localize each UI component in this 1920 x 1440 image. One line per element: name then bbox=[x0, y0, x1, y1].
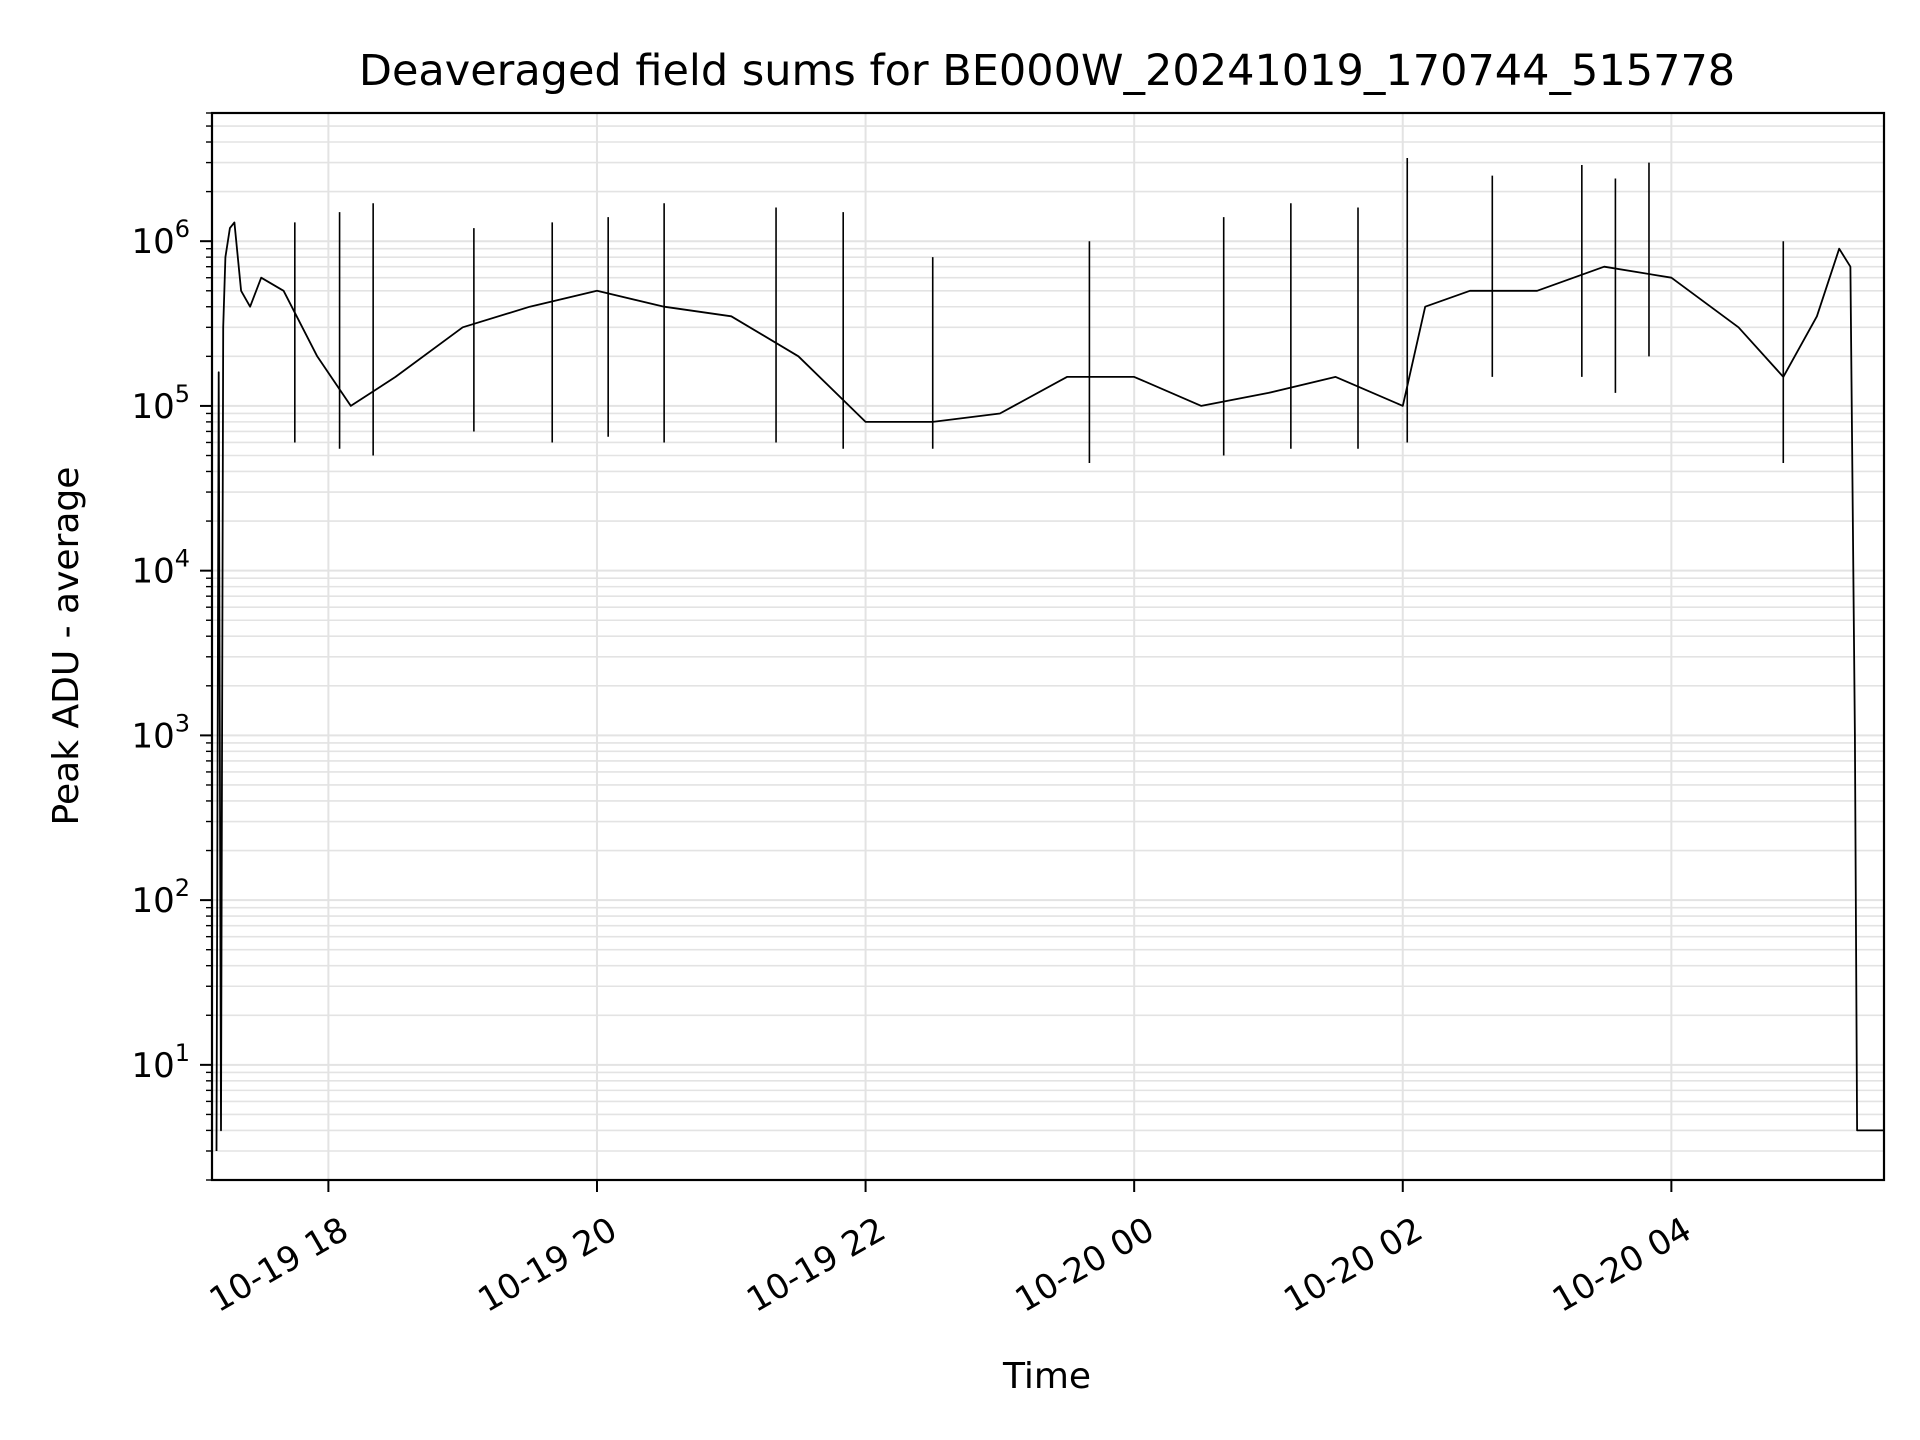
y-axis-ticks: 101 102 103 104 105 106 bbox=[131, 112, 212, 1181]
chart-title: Deaveraged field sums for BE000W_2024101… bbox=[359, 46, 1735, 96]
series-line bbox=[215, 221, 1884, 1152]
y-axis-label: Peak ADU - average bbox=[46, 467, 87, 826]
y-tick-label: 104 bbox=[131, 545, 190, 592]
axes bbox=[210, 111, 1886, 1182]
x-axis-label: Time bbox=[1002, 1356, 1091, 1397]
y-tick-label: 105 bbox=[131, 380, 190, 427]
plot-line bbox=[215, 157, 1884, 1152]
plot-area-frame bbox=[210, 111, 1886, 1182]
y-tick-label: 102 bbox=[131, 874, 190, 921]
y-tick-label: 101 bbox=[131, 1039, 190, 1086]
y-tick-label: 103 bbox=[131, 709, 190, 756]
y-tick-label: 106 bbox=[131, 215, 190, 262]
